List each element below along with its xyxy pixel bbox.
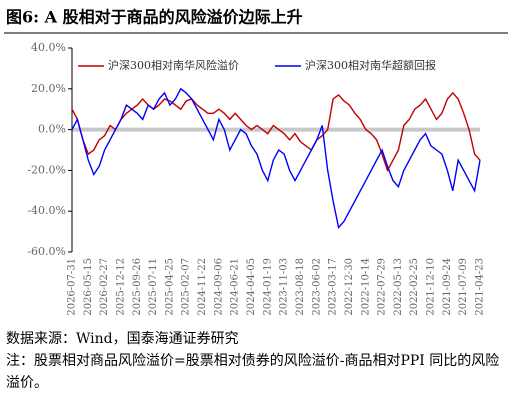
- chart: 图6: A 股相对于商品的风险溢价边际上升 -60.0% -40.0% -20.0%…: [4, 8, 508, 316]
- series-line: [71, 91, 481, 173]
- x-tick-label: 2022-07-29: [377, 258, 388, 316]
- x-tick-label: 2023-08-18: [295, 258, 306, 316]
- series-line: [71, 87, 481, 230]
- x-tick-label: 2026-05-15: [83, 258, 94, 316]
- x-tick-label: 2023-11-03: [279, 258, 290, 316]
- note: 注：股票相对商品风险溢价=股票相对债券的风险溢价-商品相对PPI 同比的风险溢价…: [6, 353, 500, 391]
- x-tick-label: 2025-09-26: [132, 258, 143, 316]
- x-tick-label: 2021-12-10: [426, 258, 437, 316]
- x-tick-label: 2024-09-06: [213, 258, 224, 316]
- x-tick-label: 2025-02-07: [181, 258, 192, 316]
- x-tick-label: 2026-02-27: [99, 258, 110, 316]
- y-tick-label: 20.0%: [31, 82, 66, 95]
- x-tick-label: 2021-07-09: [458, 258, 469, 316]
- x-tick-label: 2024-01-19: [262, 258, 273, 316]
- x-tick-label: 2021-04-23: [475, 258, 486, 316]
- y-tick-label: -20.0%: [27, 163, 66, 176]
- y-tick-label: -40.0%: [27, 204, 66, 217]
- y-tick-label: 40.0%: [31, 41, 66, 54]
- x-tick-label: 2022-12-30: [344, 258, 355, 316]
- x-tick-label: 2023-03-17: [328, 258, 339, 316]
- y-tick-label: 0.0%: [38, 123, 66, 136]
- x-tick-label: 2022-05-13: [393, 258, 404, 316]
- legend-label: 沪深300相对南华风险溢价: [108, 58, 239, 72]
- x-tick-label: 2025-12-12: [115, 258, 126, 316]
- legend-label: 沪深300相对南华超额回报: [305, 58, 436, 72]
- chart-title: 图6: A 股相对于商品的风险溢价边际上升: [6, 8, 303, 27]
- x-tick-label: 2025-07-11: [148, 258, 159, 316]
- x-tick-label: 2021-09-24: [442, 258, 453, 316]
- x-tick-label: 2023-06-02: [311, 258, 322, 316]
- source: 数据来源：Wind，国泰海通证券研究: [6, 331, 239, 347]
- x-tick-label: 2024-11-22: [197, 258, 208, 316]
- x-tick-label: 2022-02-25: [409, 258, 420, 316]
- x-tick-label: 2025-04-25: [164, 258, 175, 316]
- x-tick-label: 2024-04-05: [246, 258, 257, 316]
- y-tick-label: -60.0%: [27, 245, 66, 258]
- x-tick-label: 2026-07-31: [67, 258, 78, 316]
- x-tick-label: 2022-10-14: [360, 258, 371, 316]
- x-tick-label: 2024-06-21: [230, 258, 241, 316]
